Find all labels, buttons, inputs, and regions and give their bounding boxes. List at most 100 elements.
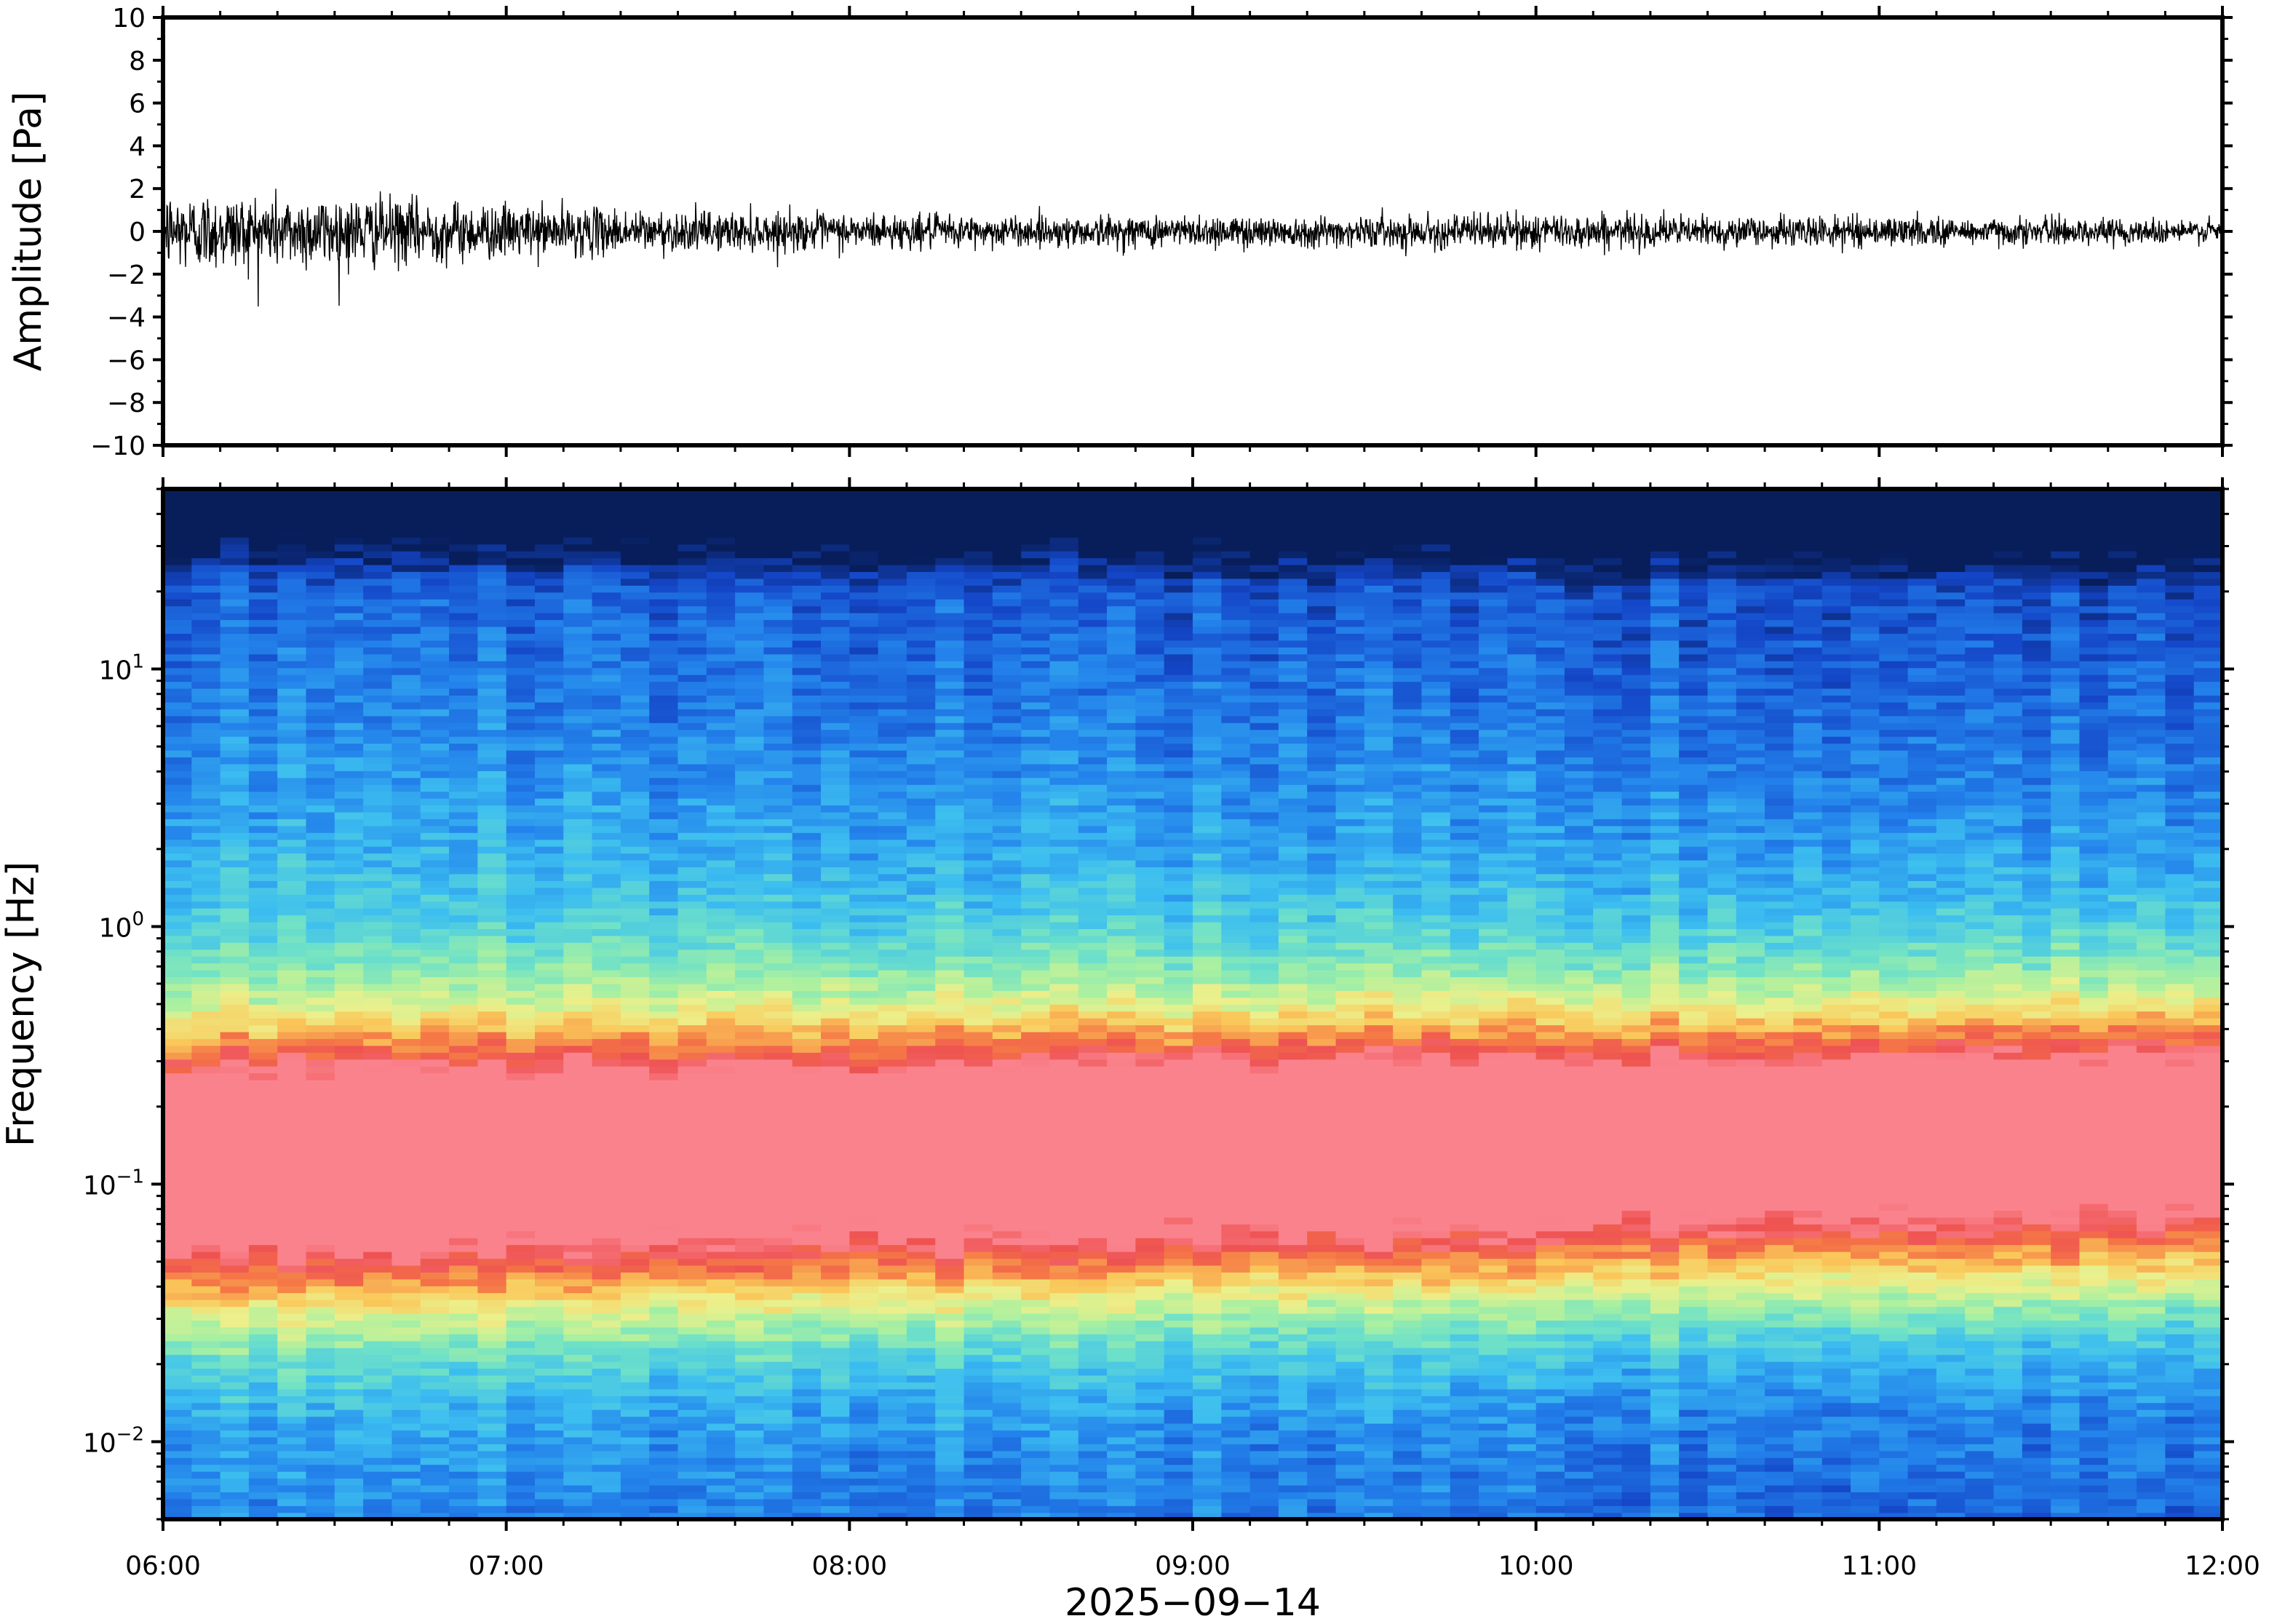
- spectrogram-cell: [277, 819, 307, 827]
- spectrogram-cell: [334, 1505, 364, 1513]
- spectrogram-cell: [620, 1024, 650, 1032]
- spectrogram-cell: [821, 969, 851, 978]
- spectrogram-cell: [1049, 1244, 1079, 1252]
- spectrogram-cell: [649, 1059, 679, 1067]
- spectrogram-cell: [906, 1416, 937, 1424]
- spectrogram-cell: [449, 578, 479, 586]
- spectrogram-cell: [1049, 976, 1079, 984]
- spectrogram-cell: [563, 1093, 593, 1101]
- spectrogram-cell: [906, 777, 937, 785]
- spectrogram-cell: [735, 805, 765, 813]
- spectrogram-cell: [935, 1313, 965, 1321]
- spectrogram-cell: [763, 1340, 793, 1348]
- spectrogram-cell: [392, 1011, 421, 1019]
- spectrogram-cell: [963, 1107, 993, 1115]
- spectrogram-cell: [878, 1457, 907, 1465]
- spectrogram-cell: [878, 907, 907, 916]
- spectrogram-cell: [363, 784, 393, 792]
- spectrogram-cell: [306, 845, 335, 854]
- spectrogram-cell: [906, 1093, 937, 1101]
- spectrogram-cell: [220, 921, 250, 929]
- spectrogram-cell: [1021, 537, 1051, 545]
- spectrogram-cell: [735, 1492, 765, 1500]
- spectrogram-cell: [878, 729, 907, 737]
- spectrogram-cell: [735, 1505, 765, 1513]
- spectrogram-cell: [277, 653, 307, 661]
- spectrogram-cell: [677, 832, 707, 840]
- spectrogram-cell: [963, 1189, 993, 1198]
- spectrogram-cell: [220, 1326, 250, 1334]
- spectrogram-cell: [248, 1340, 279, 1348]
- spectrogram-cell: [477, 1114, 507, 1122]
- spectrogram-cell: [392, 915, 421, 923]
- spectrogram-cell: [677, 887, 707, 895]
- spectrogram-cell: [506, 1182, 536, 1190]
- spectrogram-cell: [248, 1189, 279, 1198]
- spectrogram-cell: [821, 585, 851, 593]
- spectrogram-cell: [277, 880, 307, 888]
- spectrogram-cell: [649, 1286, 679, 1294]
- spectrogram-cell: [849, 1134, 879, 1142]
- spectrogram-cell: [392, 1498, 421, 1506]
- spectrogram-cell: [1078, 1306, 1108, 1314]
- spectrogram-cell: [1021, 1340, 1051, 1348]
- spectrogram-cell: [1049, 990, 1079, 998]
- spectrogram-cell: [191, 1320, 221, 1328]
- spectrogram-cell: [821, 1430, 851, 1438]
- spectrogram-cell: [306, 585, 335, 593]
- spectrogram-cell: [706, 1045, 736, 1053]
- spectrogram-cell: [363, 695, 393, 703]
- spectrogram-cell: [878, 1134, 907, 1142]
- spectrogram-cell: [649, 1457, 679, 1465]
- spectrogram-cell: [906, 1065, 937, 1074]
- spectrogram-cell: [963, 626, 993, 634]
- spectrogram-cell: [935, 537, 965, 545]
- spectrogram-cell: [792, 688, 822, 696]
- spectrogram-cell: [534, 1086, 565, 1094]
- spectrogram-cell: [163, 1368, 193, 1376]
- spectrogram-cell: [992, 688, 1022, 696]
- spectrogram-cell: [963, 502, 993, 511]
- spectrogram-cell: [763, 1114, 793, 1122]
- spectrogram-cell: [677, 963, 707, 971]
- spectrogram-cell: [163, 853, 193, 861]
- spectrogram-cell: [677, 845, 707, 854]
- spectrogram-cell: [821, 845, 851, 854]
- spectrogram-cell: [792, 1011, 822, 1019]
- spectrogram-cell: [992, 1244, 1022, 1252]
- spectrogram-cell: [592, 674, 621, 682]
- spectrogram-cell: [706, 1230, 736, 1238]
- spectrogram-cell: [248, 771, 279, 779]
- spectrogram-cell: [248, 928, 279, 936]
- spectrogram-cell: [248, 1024, 279, 1032]
- spectrogram-cell: [534, 722, 565, 731]
- spectrogram-cell: [878, 763, 907, 771]
- spectrogram-cell: [763, 1457, 793, 1465]
- spectrogram-cell: [735, 901, 765, 909]
- spectrogram-cell: [906, 1230, 937, 1238]
- spectrogram-cell: [992, 880, 1022, 888]
- spectrogram-cell: [534, 1450, 565, 1458]
- spectrogram-cell: [963, 1470, 993, 1479]
- spectrogram-cell: [677, 530, 707, 538]
- spectrogram-cell: [277, 845, 307, 854]
- spectrogram-cell: [706, 647, 736, 655]
- spectrogram-cell: [849, 997, 879, 1005]
- spectrogram-cell: [935, 819, 965, 827]
- spectrogram-cell: [906, 1272, 937, 1280]
- spectrogram-cell: [534, 544, 565, 552]
- spectrogram-cell: [906, 743, 937, 751]
- spectrogram-cell: [534, 1306, 565, 1314]
- spectrogram-cell: [935, 619, 965, 627]
- spectrogram-cell: [592, 1100, 621, 1108]
- spectrogram-cell: [449, 990, 479, 998]
- spectrogram-cell: [420, 1313, 450, 1321]
- spectrogram-cell: [534, 1484, 565, 1493]
- spectrogram-cell: [449, 997, 479, 1005]
- spectrogram-cell: [763, 626, 793, 634]
- spectrogram-cell: [821, 1155, 851, 1163]
- spectrogram-cell: [706, 626, 736, 634]
- spectrogram-cell: [306, 722, 335, 731]
- spectrogram-cell: [449, 1422, 479, 1431]
- spectrogram-cell: [392, 681, 421, 689]
